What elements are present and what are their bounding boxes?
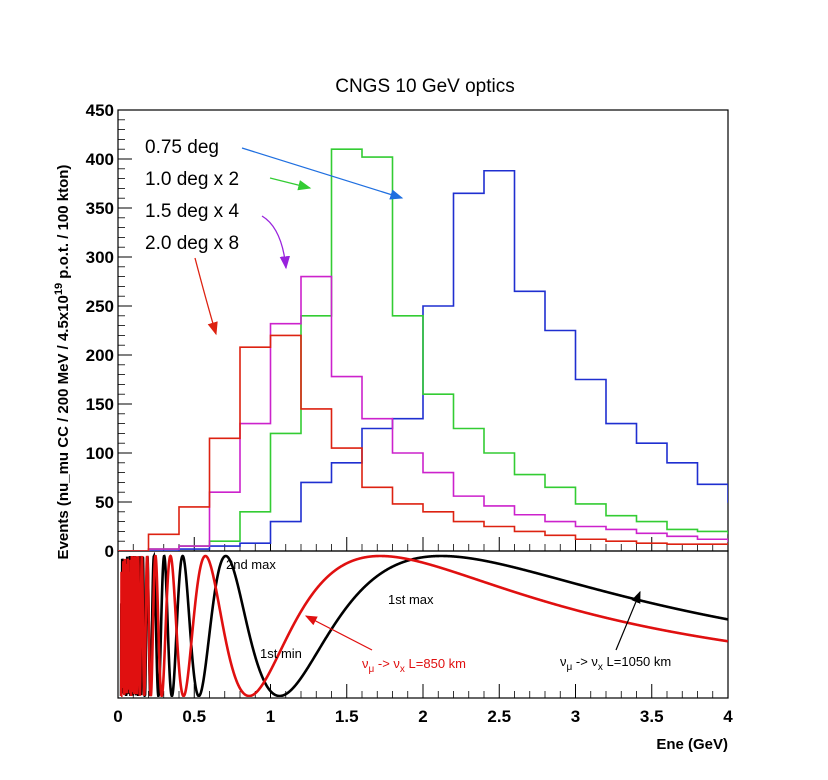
chart-title: CNGS 10 GeV optics xyxy=(335,76,515,97)
arrow-1.0deg xyxy=(269,177,312,191)
legend-850km: νμ -> νx L=850 km xyxy=(362,656,466,675)
y-tick-label: 350 xyxy=(86,199,114,218)
y-axis-label: Events (nu_mu CC / 200 MeV / 4.5x1019 p.… xyxy=(53,165,72,560)
x-tick-label: 3.5 xyxy=(640,707,664,726)
histogram-1.0-deg-x-2 xyxy=(118,148,728,551)
y-tick-label: 200 xyxy=(86,346,114,365)
y-tick-label: 50 xyxy=(95,493,114,512)
x-tick-label: 4 xyxy=(723,707,733,726)
oscillation-curves xyxy=(119,552,728,697)
x-tick-label: 1.5 xyxy=(335,707,359,726)
y-tick-label: 250 xyxy=(86,297,114,316)
osc-curve-L1050 xyxy=(119,552,728,697)
arrow-0.75deg xyxy=(241,147,404,200)
histogram-0.75-deg xyxy=(118,169,728,551)
legend-0.75deg: 0.75 deg xyxy=(145,137,219,158)
arrow-1.5deg xyxy=(261,215,291,270)
histograms xyxy=(118,148,728,551)
y-tick-label: 0 xyxy=(105,542,114,561)
y-tick-label: 150 xyxy=(86,395,114,414)
label-1st-max: 1st max xyxy=(388,592,434,607)
y-tick-label: 400 xyxy=(86,150,114,169)
arrow-2.0deg xyxy=(194,257,218,336)
x-tick-label: 0.5 xyxy=(182,707,206,726)
legend-2.0deg: 2.0 deg x 8 xyxy=(145,233,239,254)
label-1st-min: 1st min xyxy=(260,646,302,661)
y-tick-label: 100 xyxy=(86,444,114,463)
y-tick-label: 450 xyxy=(86,101,114,120)
x-axis-label: Ene (GeV) xyxy=(656,736,728,753)
x-tick-label: 2.5 xyxy=(487,707,511,726)
x-tick-label: 0 xyxy=(113,707,122,726)
x-tick-label: 3 xyxy=(571,707,580,726)
x-tick-label: 1 xyxy=(266,707,275,726)
y-tick-label: 300 xyxy=(86,248,114,267)
legend-1050km: νμ -> νx L=1050 km xyxy=(560,654,671,673)
arrow-1050km xyxy=(615,590,641,651)
label-2nd-max: 2nd max xyxy=(226,557,276,572)
histogram-1.5-deg-x-4 xyxy=(118,275,728,551)
y-axis-ticks: 0 50 100 150 200 250 300 350 400 450 xyxy=(86,101,132,561)
legend-1.5deg: 1.5 deg x 4 xyxy=(145,201,239,222)
osc-curve-L850 xyxy=(119,554,728,697)
histogram-2.0-deg-x-8 xyxy=(118,334,728,551)
legend-1.0deg: 1.0 deg x 2 xyxy=(145,169,239,190)
arrow-850km xyxy=(304,615,373,651)
x-tick-label: 2 xyxy=(418,707,427,726)
